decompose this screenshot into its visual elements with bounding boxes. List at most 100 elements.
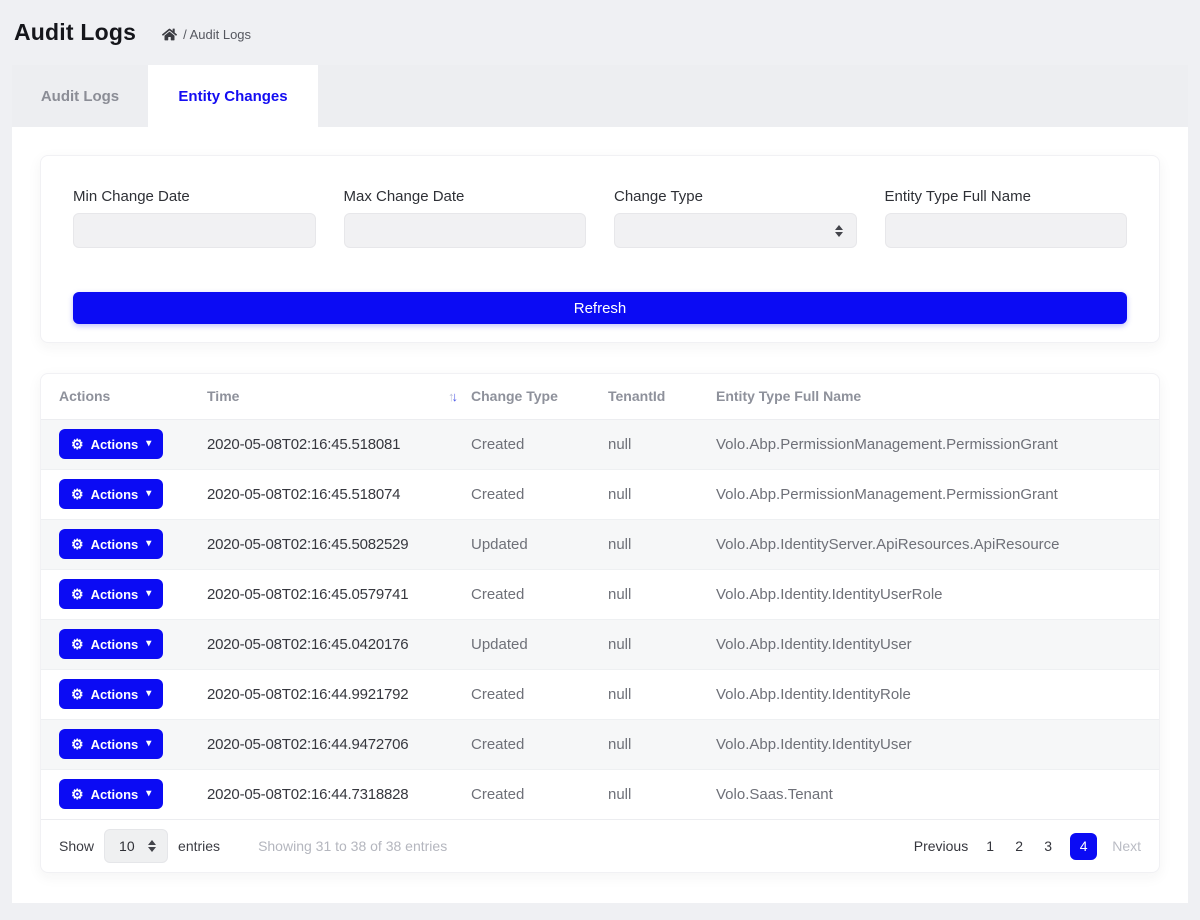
cell-time: 2020-05-08T02:16:44.7318828 xyxy=(207,785,409,803)
tab-strip: Audit Logs Entity Changes xyxy=(12,65,1188,127)
cell-time: 2020-05-08T02:16:45.518074 xyxy=(207,485,401,503)
min-change-date-input[interactable] xyxy=(73,213,316,248)
showing-entries-info: Showing 31 to 38 of 38 entries xyxy=(258,838,448,854)
max-change-date-input[interactable] xyxy=(343,213,586,248)
breadcrumb: / Audit Logs xyxy=(162,27,251,42)
pagination-next[interactable]: Next xyxy=(1112,838,1141,854)
caret-down-icon: ▾ xyxy=(146,788,152,800)
table-body: ⚙ Actions ▾ 2020-05-08T02:16:45.518081 C… xyxy=(41,419,1159,819)
gear-icon: ⚙ xyxy=(71,536,84,552)
cell-change-type: Created xyxy=(471,785,525,803)
column-header-change-type: Change Type xyxy=(471,374,608,420)
cell-entity-type: Volo.Abp.Identity.IdentityUserRole xyxy=(716,585,943,603)
page-header: Audit Logs / Audit Logs xyxy=(0,0,1200,65)
entity-changes-table: Actions Time ↑↓ Change Type TenantId Ent… xyxy=(41,374,1159,819)
cell-time: 2020-05-08T02:16:45.0579741 xyxy=(207,585,409,603)
cell-time: 2020-05-08T02:16:45.518081 xyxy=(207,435,401,453)
filter-card: Min Change Date Max Change Date Change T… xyxy=(40,155,1160,343)
entity-type-input[interactable] xyxy=(884,213,1127,248)
table-row: ⚙ Actions ▾ 2020-05-08T02:16:45.0579741 … xyxy=(41,569,1159,619)
row-actions-button[interactable]: ⚙ Actions ▾ xyxy=(59,629,164,659)
caret-down-icon: ▾ xyxy=(146,588,152,599)
cell-change-type: Created xyxy=(471,735,525,753)
gear-icon: ⚙ xyxy=(71,736,84,752)
refresh-button[interactable]: Refresh xyxy=(73,292,1127,324)
row-actions-button[interactable]: ⚙ Actions ▾ xyxy=(59,729,164,759)
cell-tenant-id: null xyxy=(608,685,632,703)
table-row: ⚙ Actions ▾ 2020-05-08T02:16:44.9921792 … xyxy=(41,669,1159,719)
cell-time: 2020-05-08T02:16:45.0420176 xyxy=(207,635,409,653)
pagination-page-4[interactable]: 4 xyxy=(1070,832,1098,860)
cell-entity-type: Volo.Abp.PermissionManagement.Permission… xyxy=(716,485,1058,503)
cell-tenant-id: null xyxy=(608,485,632,503)
breadcrumb-current: / Audit Logs xyxy=(183,26,252,42)
page-size-select[interactable]: 10 xyxy=(104,829,169,863)
column-header-tenant-id: TenantId xyxy=(608,374,716,420)
cell-time: 2020-05-08T02:16:45.5082529 xyxy=(207,535,409,553)
cell-tenant-id: null xyxy=(608,535,632,553)
tab-entity-changes[interactable]: Entity Changes xyxy=(148,65,318,127)
cell-tenant-id: null xyxy=(608,435,632,453)
table-row: ⚙ Actions ▾ 2020-05-08T02:16:44.9472706 … xyxy=(41,719,1159,769)
cell-entity-type: Volo.Abp.PermissionManagement.Permission… xyxy=(716,435,1058,453)
gear-icon: ⚙ xyxy=(71,786,84,803)
entity-changes-panel: Min Change Date Max Change Date Change T… xyxy=(12,127,1188,903)
page-size-updown-icon xyxy=(148,840,157,852)
row-actions-button[interactable]: ⚙ Actions ▾ xyxy=(59,479,164,509)
pagination-page-1[interactable]: 1 xyxy=(986,838,995,854)
filter-group-change-type: Change Type xyxy=(614,188,857,248)
cell-entity-type: Volo.Abp.Identity.IdentityRole xyxy=(716,685,911,703)
home-icon[interactable] xyxy=(162,27,178,42)
pagination-page-3[interactable]: 3 xyxy=(1044,838,1053,854)
caret-down-icon: ▾ xyxy=(146,538,152,549)
cell-change-type: Created xyxy=(471,485,525,503)
pagination-pages: 1 2 3 4 xyxy=(983,832,1098,860)
cell-entity-type: Volo.Saas.Tenant xyxy=(716,785,833,803)
filter-group-min-change-date: Min Change Date xyxy=(73,188,316,248)
cell-change-type: Updated xyxy=(471,635,528,653)
gear-icon: ⚙ xyxy=(71,636,84,652)
column-header-entity-type: Entity Type Full Name xyxy=(716,374,1159,420)
cell-tenant-id: null xyxy=(608,735,632,753)
pagination-page-2[interactable]: 2 xyxy=(1015,838,1024,854)
table-row: ⚙ Actions ▾ 2020-05-08T02:16:45.518081 C… xyxy=(41,419,1159,469)
tab-audit-logs[interactable]: Audit Logs xyxy=(40,87,120,105)
cell-change-type: Created xyxy=(471,685,525,703)
sort-icon[interactable]: ↑↓ xyxy=(448,388,458,404)
filter-group-max-change-date: Max Change Date xyxy=(343,188,586,248)
caret-down-icon: ▾ xyxy=(146,688,152,699)
cell-tenant-id: null xyxy=(608,785,632,803)
table-row: ⚙ Actions ▾ 2020-05-08T02:16:44.7318828 … xyxy=(41,769,1159,819)
pagination-previous[interactable]: Previous xyxy=(913,838,969,854)
row-actions-button[interactable]: ⚙ Actions ▾ xyxy=(59,529,164,559)
cell-time: 2020-05-08T02:16:44.9921792 xyxy=(207,685,409,703)
gear-icon: ⚙ xyxy=(71,436,84,452)
table-header-row: Actions Time ↑↓ Change Type TenantId Ent… xyxy=(41,374,1159,420)
filter-group-entity-type: Entity Type Full Name xyxy=(884,188,1127,248)
row-actions-button[interactable]: ⚙ Actions ▾ xyxy=(59,679,164,709)
table-row: ⚙ Actions ▾ 2020-05-08T02:16:45.5082529 … xyxy=(41,519,1159,569)
table-row: ⚙ Actions ▾ 2020-05-08T02:16:45.0420176 … xyxy=(41,619,1159,669)
caret-down-icon: ▾ xyxy=(146,638,152,649)
entity-changes-table-card: Actions Time ↑↓ Change Type TenantId Ent… xyxy=(40,373,1160,873)
caret-down-icon: ▾ xyxy=(146,488,152,499)
page-size-value: 10 xyxy=(119,838,135,854)
cell-change-type: Created xyxy=(471,585,525,603)
row-actions-button[interactable]: ⚙ Actions ▾ xyxy=(59,779,164,810)
entity-type-label: Entity Type Full Name xyxy=(884,188,1031,205)
cell-tenant-id: null xyxy=(608,585,632,603)
row-actions-button[interactable]: ⚙ Actions ▾ xyxy=(59,429,164,459)
cell-tenant-id: null xyxy=(608,635,632,653)
min-change-date-label: Min Change Date xyxy=(73,188,190,205)
column-header-time[interactable]: Time ↑↓ xyxy=(207,374,471,420)
cell-entity-type: Volo.Abp.IdentityServer.ApiResources.Api… xyxy=(716,535,1060,553)
table-footer: Show 10 entries Showing 31 to 38 of 38 e… xyxy=(41,819,1159,872)
cell-change-type: Created xyxy=(471,435,525,453)
caret-down-icon: ▾ xyxy=(146,738,152,749)
change-type-label: Change Type xyxy=(614,188,703,205)
cell-entity-type: Volo.Abp.Identity.IdentityUser xyxy=(716,635,912,653)
row-actions-button[interactable]: ⚙ Actions ▾ xyxy=(59,579,164,609)
change-type-select[interactable] xyxy=(614,213,857,248)
column-header-actions: Actions xyxy=(41,374,207,420)
table-row: ⚙ Actions ▾ 2020-05-08T02:16:45.518074 C… xyxy=(41,469,1159,519)
